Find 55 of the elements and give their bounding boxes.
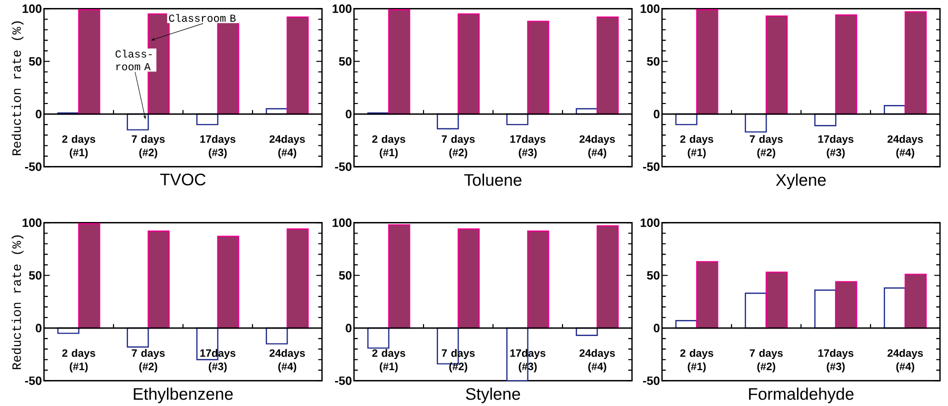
annotation: Class-room A bbox=[116, 50, 152, 70]
y-tick-label: 0 bbox=[346, 324, 352, 332]
x-tick-label: 7 days (#2) bbox=[442, 135, 475, 158]
y-tick-label: 50 bbox=[338, 57, 352, 66]
y-axis-title: Reduction rate (%) bbox=[12, 22, 24, 156]
y-tick-label: 0 bbox=[654, 110, 660, 118]
x-tick-label: 24days (#4) bbox=[270, 349, 305, 372]
y-tick-label: 0 bbox=[36, 110, 42, 118]
y-tick-label: 100 bbox=[22, 218, 42, 228]
text: Stylene bbox=[466, 388, 520, 404]
x-tick-label: 2 days (#1) bbox=[680, 349, 714, 372]
text: Xylene bbox=[776, 174, 826, 190]
y-tick-label: 0 bbox=[654, 324, 660, 332]
y-tick-label: 50 bbox=[646, 271, 660, 280]
x-tick-label: 2 days (#1) bbox=[62, 135, 96, 158]
y-tick-label: -50 bbox=[643, 162, 660, 172]
y-tick-label: 50 bbox=[28, 271, 42, 280]
x-tick-label: 24days (#4) bbox=[888, 135, 923, 158]
x-tick-label: 7 days (#2) bbox=[750, 135, 783, 158]
x-tick-label: 17days (#3) bbox=[818, 135, 854, 158]
x-tick-label: 2 days (#1) bbox=[62, 349, 96, 372]
y-tick-label: 100 bbox=[640, 4, 660, 14]
x-tick-label: 7 days (#2) bbox=[750, 349, 783, 372]
y-tick-label: 0 bbox=[346, 110, 352, 118]
x-tick-label: 2 days (#1) bbox=[680, 135, 714, 158]
x-tick-label: 24days (#4) bbox=[580, 135, 615, 158]
y-tick-label: -50 bbox=[335, 376, 352, 386]
y-tick-label: -50 bbox=[25, 162, 42, 172]
y-tick-label: 50 bbox=[338, 271, 352, 280]
y-tick-label: 50 bbox=[28, 57, 42, 66]
y-tick-label: -50 bbox=[335, 162, 352, 172]
y-tick-label: 100 bbox=[22, 4, 42, 14]
x-tick-label: 24days (#4) bbox=[270, 135, 305, 158]
x-tick-label: 24days (#4) bbox=[888, 349, 923, 372]
y-tick-label: 50 bbox=[646, 57, 660, 66]
x-tick-label: 17days (#3) bbox=[200, 135, 236, 158]
text: Formaldehyde bbox=[749, 388, 854, 404]
y-tick-label: 100 bbox=[332, 218, 352, 228]
y-tick-label: 100 bbox=[332, 4, 352, 14]
y-tick-label: -50 bbox=[25, 376, 42, 386]
text: Toluene bbox=[464, 174, 522, 186]
y-tick-label: 100 bbox=[640, 218, 660, 228]
text: Ethylbenzene bbox=[134, 388, 233, 404]
annotation: Classroom B bbox=[169, 14, 236, 22]
x-tick-label: 24days (#4) bbox=[580, 349, 615, 372]
x-tick-label: 17days (#3) bbox=[510, 135, 546, 158]
x-tick-label: 7 days (#2) bbox=[132, 135, 165, 158]
x-tick-label: 7 days (#2) bbox=[132, 349, 165, 372]
y-axis-title: Reduction rate (%) bbox=[12, 236, 24, 370]
y-tick-label: -50 bbox=[643, 376, 660, 386]
x-tick-label: 2 days (#1) bbox=[372, 349, 406, 372]
y-tick-label: 0 bbox=[36, 324, 42, 332]
text: TVOC bbox=[160, 174, 206, 186]
x-tick-label: 2 days (#1) bbox=[372, 135, 406, 158]
x-tick-label: 17days (#3) bbox=[818, 349, 854, 372]
